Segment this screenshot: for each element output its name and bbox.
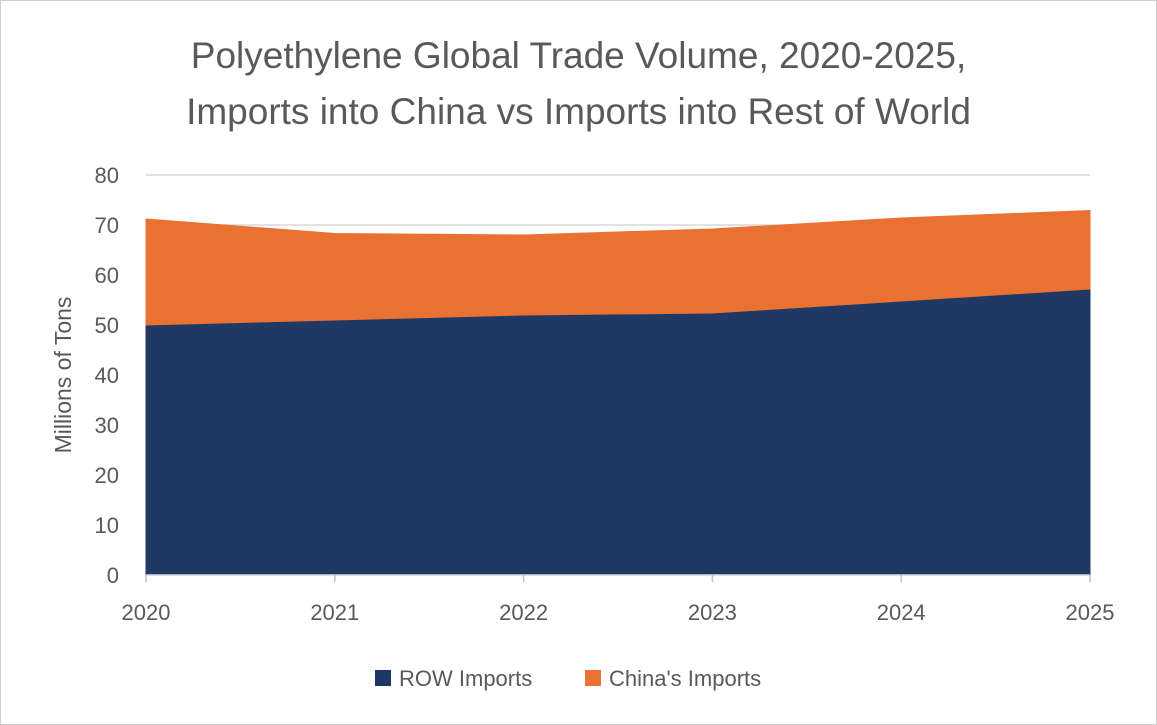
y-tick-label: 20 — [95, 463, 119, 488]
x-tick-label: 2020 — [122, 600, 171, 625]
chart-title-line-1: Polyethylene Global Trade Volume, 2020-2… — [190, 35, 967, 76]
legend: ROW Imports China's Imports — [375, 666, 761, 691]
series-area-1 — [145, 209, 1091, 326]
y-axis-label: Millions of Tons — [50, 297, 76, 454]
y-tick-label: 60 — [95, 263, 119, 288]
y-tick-label: 0 — [107, 563, 119, 588]
x-tick-label: 2022 — [499, 600, 548, 625]
x-tick-labels: 2020 2021 2022 2023 2024 2025 — [122, 600, 1115, 625]
x-tick-label: 2025 — [1066, 600, 1115, 625]
y-tick-label: 30 — [95, 413, 119, 438]
y-tick-label: 40 — [95, 363, 119, 388]
legend-label: ROW Imports — [399, 666, 532, 691]
y-tick-label: 10 — [95, 513, 119, 538]
y-tick-label: 50 — [95, 313, 119, 338]
y-tick-label: 70 — [95, 213, 119, 238]
y-tick-label: 80 — [95, 163, 119, 188]
legend-swatch — [585, 670, 601, 686]
x-tick-label: 2024 — [877, 600, 926, 625]
legend-swatch — [375, 670, 391, 686]
chart-title: Polyethylene Global Trade Volume, 2020-2… — [0, 28, 1157, 140]
legend-label: China's Imports — [609, 666, 761, 691]
y-tick-labels: 0 10 20 30 40 50 60 70 80 — [95, 163, 119, 588]
x-tick-label: 2023 — [688, 600, 737, 625]
x-tick-label: 2021 — [310, 600, 359, 625]
chart-title-line-2: Imports into China vs Imports into Rest … — [186, 91, 971, 132]
axes — [145, 574, 1091, 582]
series-area-0 — [145, 288, 1091, 576]
series-areas — [145, 209, 1091, 576]
